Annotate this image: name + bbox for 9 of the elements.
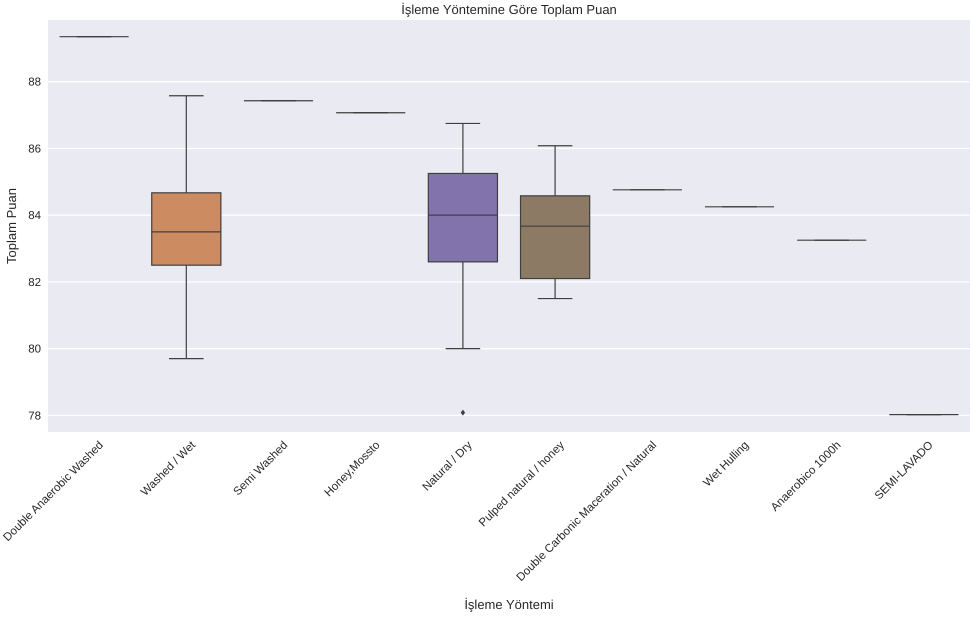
y-tick-label: 80 <box>28 344 41 356</box>
x-axis-title: İşleme Yöntemi <box>464 597 554 612</box>
y-tick-label: 84 <box>28 210 42 222</box>
y-tick-label: 78 <box>28 410 41 422</box>
y-axis-title: Toplam Puan <box>4 188 19 264</box>
y-tick-label: 82 <box>28 276 41 289</box>
y-tick-label: 88 <box>28 76 41 89</box>
y-tick-label: 86 <box>28 143 41 156</box>
chart-title: İşleme Yöntemine Göre Toplam Puan <box>401 2 617 17</box>
